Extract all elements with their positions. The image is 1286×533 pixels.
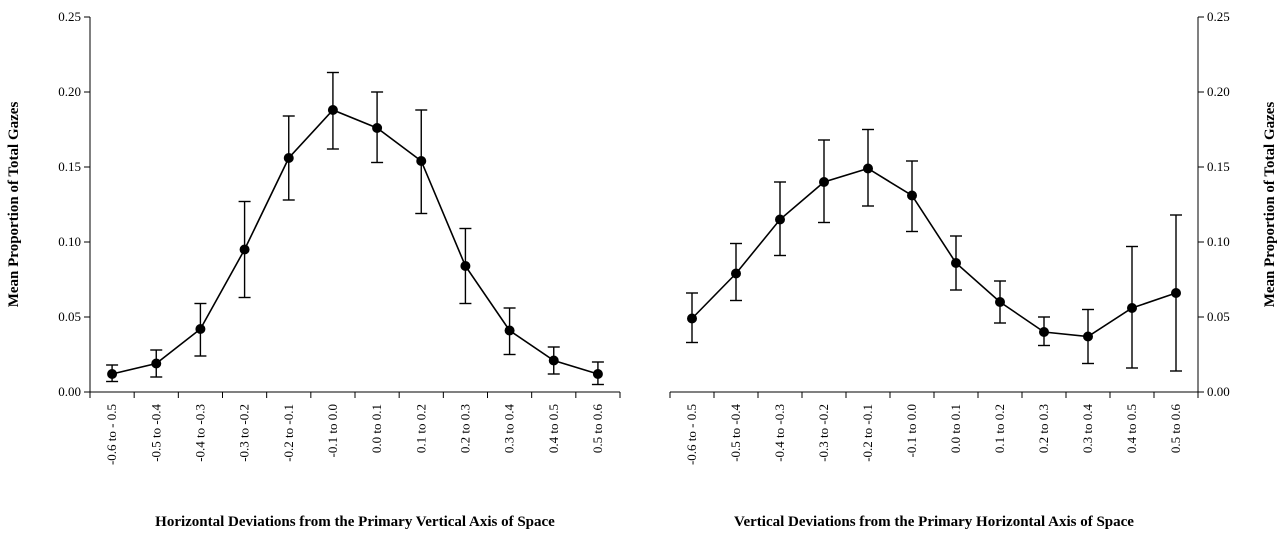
y-tick-label: 0.20 <box>1207 84 1230 99</box>
y-tick-label: 0.05 <box>1207 309 1230 324</box>
x-tick-label: 0.4 to 0.5 <box>546 404 561 453</box>
y-tick-label: 0.15 <box>1207 159 1230 174</box>
x-tick-label: -0.1 to 0.0 <box>904 404 919 457</box>
x-tick-label: -0.2 to -0.1 <box>281 404 296 462</box>
x-tick-label: -0.5 to -0.4 <box>728 404 743 462</box>
data-point <box>548 355 559 366</box>
data-point <box>416 156 427 166</box>
y-tick-label: 0.20 <box>58 84 81 99</box>
data-point <box>372 123 383 133</box>
y-axis-title: Mean Proportion of Total Gazes <box>1262 102 1278 308</box>
x-tick-label: -0.5 to -0.4 <box>148 404 163 462</box>
series-line <box>691 167 1177 338</box>
data-point <box>819 177 829 187</box>
data-point <box>951 258 961 268</box>
data-point <box>460 261 471 271</box>
y-tick-label: 0.05 <box>58 309 81 324</box>
data-point <box>1083 331 1093 342</box>
y-tick-label: 0.15 <box>58 159 81 174</box>
x-tick-label: 0.3 to 0.4 <box>1080 404 1095 454</box>
x-tick-label: 0.5 to 0.6 <box>1168 404 1183 454</box>
data-point <box>1127 303 1137 313</box>
y-tick-label: 0.10 <box>58 234 81 249</box>
x-tick-label: 0.2 to 0.3 <box>457 404 472 453</box>
data-point <box>151 358 162 369</box>
y-tick-label: 0.00 <box>58 384 81 399</box>
x-axis-title: Vertical Deviations from the Primary Hor… <box>734 514 1134 530</box>
x-tick-label: -0.3 to -0.2 <box>237 404 252 462</box>
data-point <box>592 369 603 379</box>
data-point <box>1039 327 1049 337</box>
y-tick-label: 0.00 <box>1207 384 1230 399</box>
data-point <box>327 105 338 115</box>
x-tick-label: 0.1 to 0.2 <box>992 404 1007 453</box>
x-axis-title: Horizontal Deviations from the Primary V… <box>155 514 555 530</box>
right-chart-panel: 0.00 0.05 0.10 0.15 0.20 0.25 -0.6 to - 0.5 -0.… <box>669 9 1278 530</box>
data-point <box>504 325 515 336</box>
x-tick-label: 0.2 to 0.3 <box>1036 404 1051 453</box>
x-tick-label: 0.4 to 0.5 <box>1124 404 1139 453</box>
left-chart-panel: 0.00 0.05 0.10 0.15 0.20 0.25 -0.6 to - 0.5 -0.… <box>6 9 621 530</box>
series-line <box>111 109 599 375</box>
x-tick-label: 0.0 to 0.1 <box>369 404 384 453</box>
data-point <box>687 313 697 324</box>
x-tick-label: 0.1 to 0.2 <box>413 404 428 453</box>
x-tick-label: 0.0 to 0.1 <box>948 404 963 453</box>
data-point <box>195 324 206 334</box>
y-axis-title: Mean Proportion of Total Gazes <box>6 102 22 308</box>
data-point <box>775 214 785 225</box>
data-point <box>731 268 741 279</box>
x-tick-label: -0.1 to 0.0 <box>325 404 340 457</box>
x-tick-label: -0.3 to -0.2 <box>816 404 831 462</box>
data-point <box>863 163 873 174</box>
data-point <box>995 297 1005 307</box>
x-tick-label: -0.2 to -0.1 <box>860 404 875 462</box>
data-point <box>1171 288 1181 298</box>
data-point <box>907 190 917 201</box>
data-point <box>239 244 250 255</box>
y-tick-label: 0.25 <box>1207 9 1230 24</box>
data-point <box>283 153 294 163</box>
x-tick-label: -0.6 to - 0.5 <box>104 404 119 465</box>
x-tick-label: -0.4 to -0.3 <box>772 404 787 462</box>
data-point <box>107 369 118 379</box>
x-tick-label: -0.4 to -0.3 <box>192 404 207 462</box>
y-tick-label: 0.25 <box>58 9 81 24</box>
x-tick-label: 0.5 to 0.6 <box>590 404 605 454</box>
x-tick-label: -0.6 to - 0.5 <box>684 404 699 465</box>
x-tick-label: 0.3 to 0.4 <box>502 404 517 454</box>
y-tick-label: 0.10 <box>1207 234 1230 249</box>
